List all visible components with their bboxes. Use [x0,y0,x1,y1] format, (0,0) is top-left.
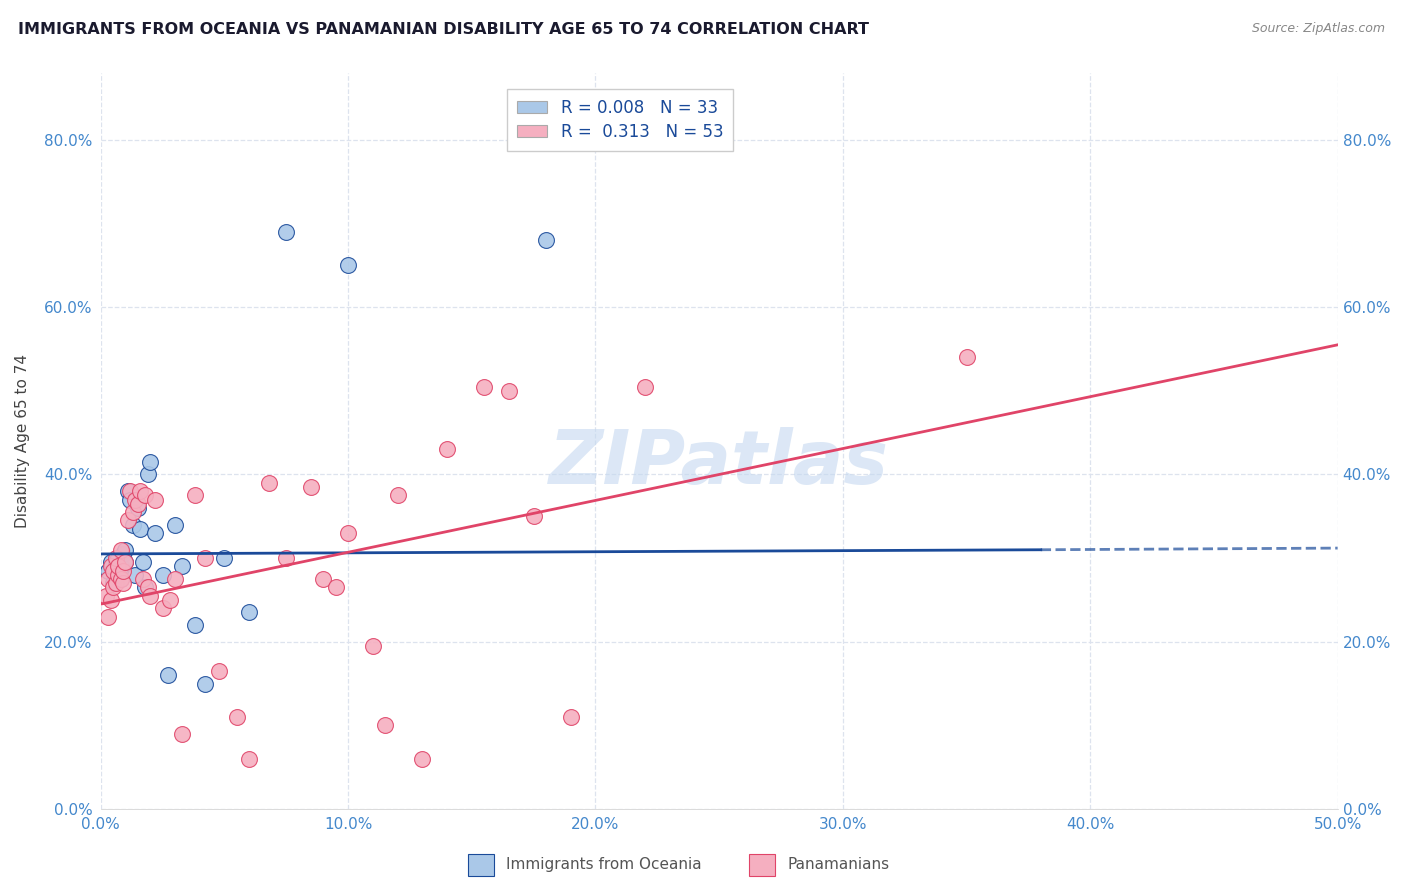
Point [127,500,149,515]
Point [122,517,145,532]
Legend: R = 0.008   N = 33, R =  0.313   N = 53: R = 0.008 N = 33, R = 0.313 N = 53 [508,88,733,151]
Point [214,551,236,566]
Point [127,497,149,511]
Point [134,581,156,595]
Point [159,593,181,607]
Point [122,505,145,519]
Point [523,509,546,524]
Point [107,567,129,582]
Point [387,488,409,502]
Text: Immigrants from Oceania: Immigrants from Oceania [506,857,702,872]
Point [101,564,124,578]
Point [94,589,117,603]
Point [104,555,127,569]
Point [136,467,159,482]
Point [172,727,194,741]
Point [139,455,162,469]
Point [111,564,134,578]
Point [257,475,280,490]
Point [124,567,146,582]
Point [337,526,360,541]
Point [100,559,122,574]
Point [172,559,194,574]
Point [132,555,155,569]
Point [194,676,217,690]
Point [276,551,298,566]
Point [97,609,120,624]
Point [225,710,247,724]
Point [110,559,132,574]
Point [139,589,162,603]
Point [208,664,231,678]
Point [100,555,122,569]
Point [101,581,124,595]
Point [560,710,582,724]
Point [104,551,127,566]
Point [134,488,156,502]
Text: Source: ZipAtlas.com: Source: ZipAtlas.com [1251,22,1385,36]
Point [110,572,132,586]
Point [107,551,129,566]
Point [276,225,298,239]
Point [163,572,186,586]
Point [101,576,124,591]
Point [634,379,657,393]
Point [110,572,132,586]
Point [143,526,166,541]
Point [238,752,260,766]
Point [299,480,322,494]
Point [111,547,134,561]
Point [374,718,396,732]
Point [97,564,120,578]
Point [117,514,139,528]
Point [117,484,139,499]
Point [183,488,205,502]
Point [100,593,122,607]
Point [411,752,433,766]
Point [111,576,134,591]
Point [312,572,335,586]
Point [114,555,136,569]
Point [152,567,174,582]
Point [97,572,120,586]
Point [120,484,142,499]
Point [955,351,977,365]
Point [163,517,186,532]
Point [472,379,495,393]
Point [129,522,152,536]
Point [361,639,384,653]
Y-axis label: Disability Age 65 to 74: Disability Age 65 to 74 [15,354,30,528]
Point [104,569,127,583]
Point [156,668,179,682]
Point [337,258,360,272]
Text: ZIPatlas: ZIPatlas [550,426,889,500]
Point [120,492,142,507]
Point [143,492,166,507]
Point [136,581,159,595]
Point [110,542,132,557]
Point [183,618,205,632]
Point [534,233,557,247]
Point [107,559,129,574]
Text: Panamanians: Panamanians [787,857,890,872]
Point [498,384,520,398]
Text: IMMIGRANTS FROM OCEANIA VS PANAMANIAN DISABILITY AGE 65 TO 74 CORRELATION CHART: IMMIGRANTS FROM OCEANIA VS PANAMANIAN DI… [18,22,869,37]
Point [114,542,136,557]
Point [129,484,152,499]
Point [436,442,458,457]
Point [124,492,146,507]
Point [152,601,174,615]
Point [194,551,217,566]
Point [114,555,136,569]
Point [132,572,155,586]
Point [104,576,127,591]
Point [238,606,260,620]
Point [325,581,347,595]
